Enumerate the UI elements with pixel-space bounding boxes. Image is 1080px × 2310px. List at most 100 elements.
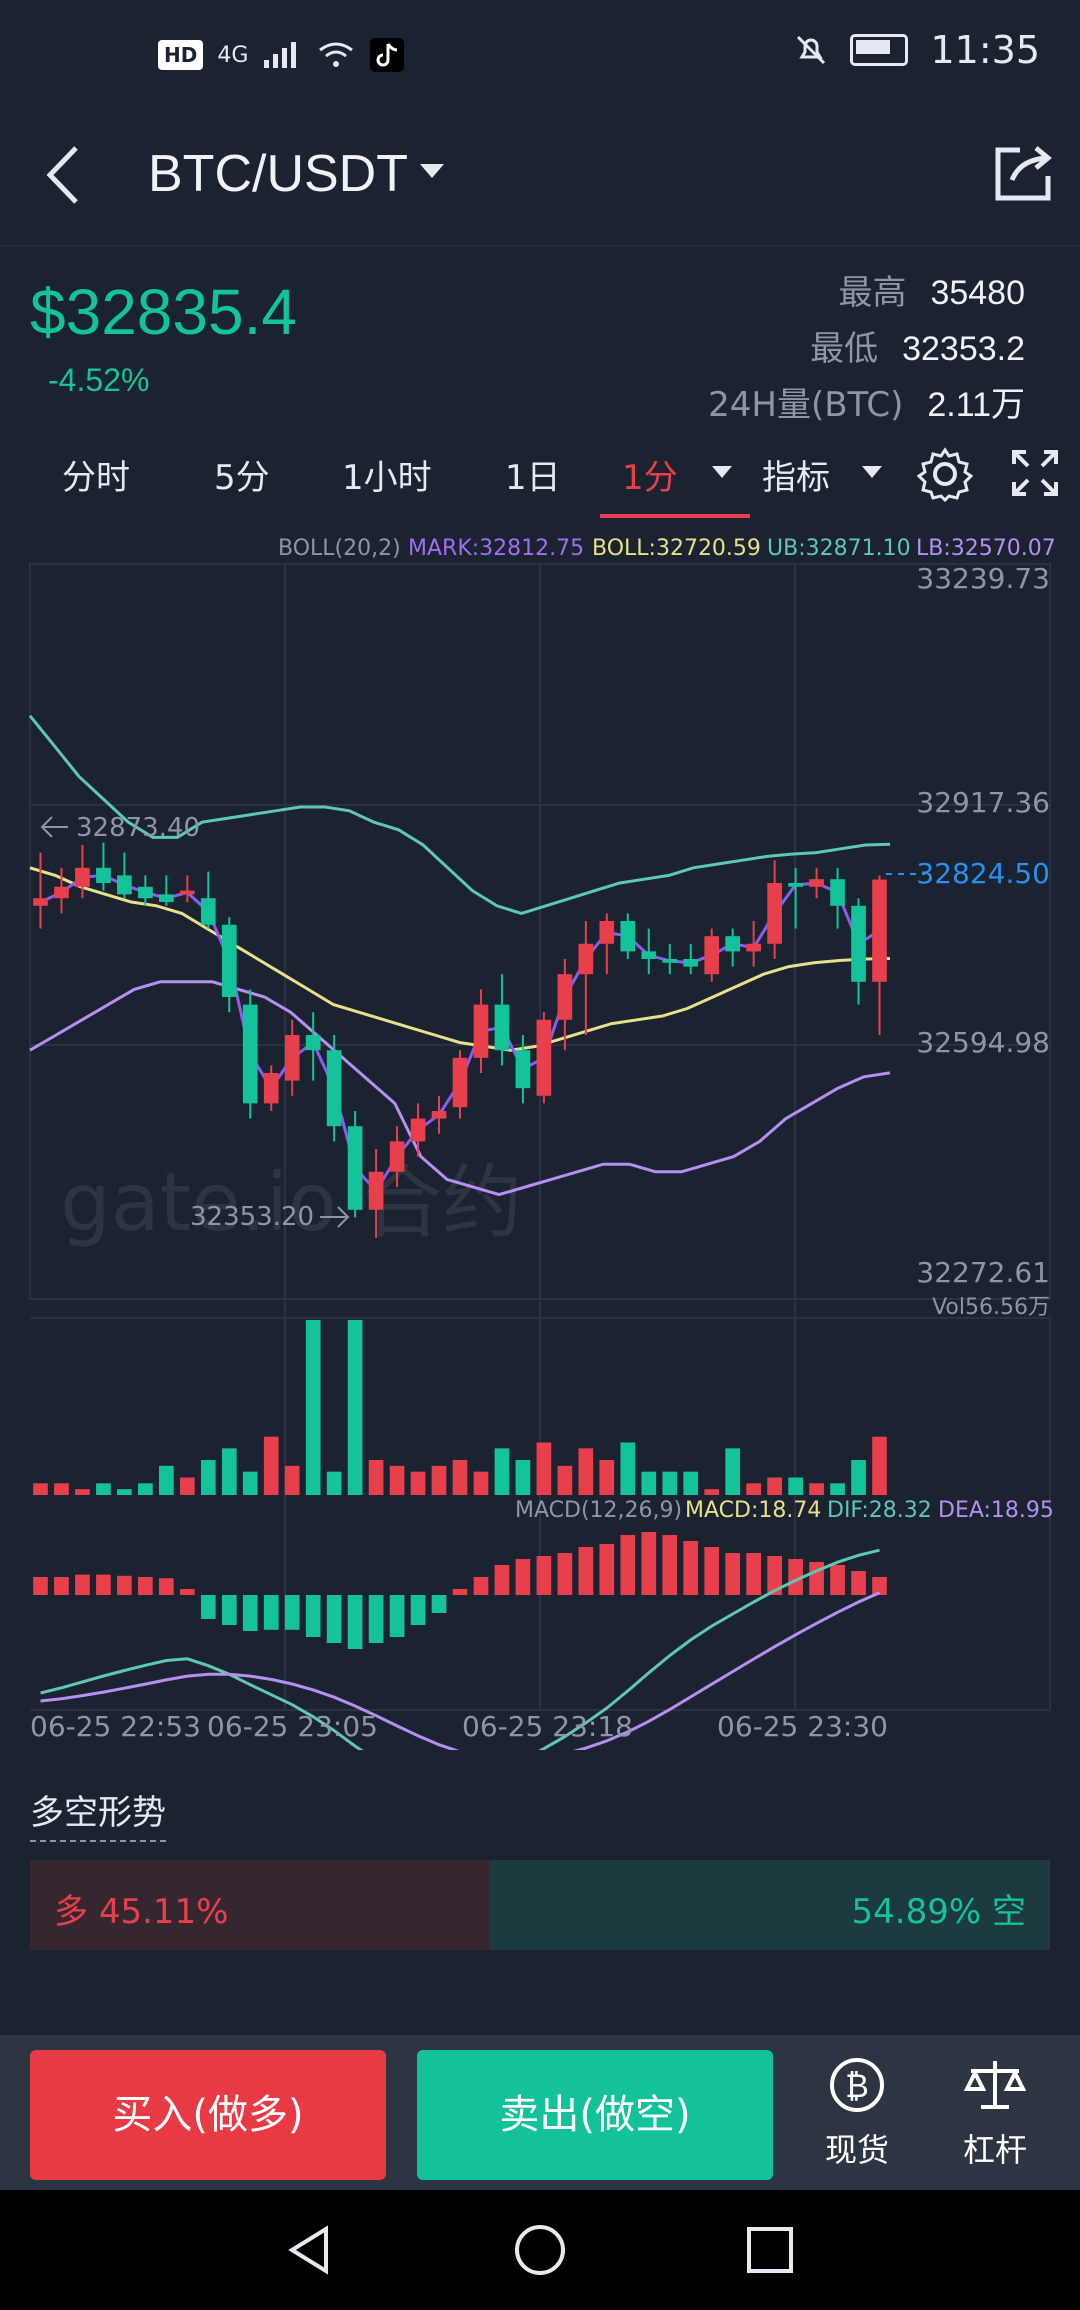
tab-1day[interactable]: 1日 — [505, 458, 561, 498]
macd-histogram-bar — [515, 1559, 531, 1595]
tab-5min[interactable]: 5分 — [214, 458, 270, 498]
macd-histogram-bar — [368, 1595, 384, 1643]
sell-short-button[interactable]: 卖出(做空) — [417, 2050, 773, 2180]
spot-button[interactable]: ₿ 现货 — [807, 2055, 907, 2171]
candle-body — [557, 974, 573, 1020]
macd-histogram-bar — [410, 1595, 426, 1625]
y-tick-label: 32272.61 — [916, 1256, 1050, 1289]
x-tick-label: 06-25 23:18 — [462, 1710, 633, 1743]
caret-down-icon[interactable] — [712, 466, 732, 480]
battery-icon — [850, 34, 909, 66]
status-bar: HD 4G 11:35 — [0, 0, 1080, 120]
spot-label: 现货 — [824, 2131, 889, 2169]
kline-chart[interactable]: BOLL(20,2) MARK:32812.75 BOLL:32720.59 U… — [0, 520, 1080, 1750]
volume-bar — [117, 1489, 132, 1495]
buy-long-button[interactable]: 买入(做多) — [30, 2050, 386, 2180]
volume-bar — [704, 1489, 720, 1495]
balance-scale-icon — [963, 2061, 1027, 2109]
low-label: 最低 — [810, 329, 879, 369]
macd-histogram-bar — [452, 1589, 468, 1595]
share-icon[interactable] — [990, 140, 1056, 206]
long-short-bar: 多 45.11% 54.89% 空 — [30, 1860, 1050, 1950]
candle-body — [809, 879, 824, 887]
nav-recents-icon[interactable] — [745, 2225, 795, 2275]
volume-bar — [389, 1465, 405, 1495]
macd-histogram-bar — [263, 1595, 279, 1630]
short-pct: 54.89% — [851, 1892, 982, 1932]
margin-button[interactable]: 杠杆 — [945, 2055, 1045, 2171]
long-pct: 45.11% — [98, 1892, 229, 1932]
settings-gear-icon[interactable] — [917, 446, 973, 502]
macd-histogram-bar — [75, 1574, 90, 1595]
margin-label: 杠杆 — [962, 2131, 1027, 2169]
volume-bar — [431, 1465, 447, 1495]
dea-line — [40, 1591, 881, 1750]
macd-histogram-bar — [683, 1541, 699, 1595]
price-change: -4.52% — [48, 362, 150, 398]
watermark: gate.io 合约 — [60, 1156, 522, 1249]
macd-histogram-bar — [179, 1589, 195, 1595]
nav-back-icon[interactable] — [284, 2225, 334, 2275]
volume-bar — [473, 1471, 489, 1495]
tab-1hour[interactable]: 1小时 — [342, 458, 432, 498]
macd-histogram-bar — [557, 1553, 573, 1595]
candle-body — [872, 879, 887, 982]
lb-legend: LB:32570.07 — [916, 536, 1056, 561]
volume-bar — [263, 1436, 279, 1495]
macd-histogram-bar — [33, 1577, 48, 1595]
active-tab-indicator — [600, 514, 750, 518]
macd-histogram-bar — [389, 1595, 405, 1637]
wifi-icon — [319, 42, 354, 67]
macd-histogram-bar — [830, 1565, 845, 1595]
trade-action-bar: 买入(做多) 卖出(做空) ₿ 现货 杠杆 — [0, 2035, 1080, 2190]
macd-histogram-bar — [662, 1535, 678, 1595]
volume-bar — [620, 1442, 636, 1495]
pair-selector[interactable]: BTC/USDT — [148, 145, 408, 203]
macd-histogram-bar — [704, 1547, 720, 1595]
volume-bar — [494, 1448, 510, 1495]
volume-legend: Vol56.56万 — [932, 1295, 1050, 1320]
nav-home-icon[interactable] — [513, 2223, 567, 2277]
volume-bar — [179, 1477, 195, 1495]
candle-body — [242, 1004, 258, 1104]
dif-line — [40, 1548, 880, 1750]
candle-body — [473, 1004, 489, 1058]
low-value: 32353.2 — [902, 330, 1025, 368]
macd-histogram-bar — [431, 1595, 447, 1613]
tab-timeline[interactable]: 分时 — [62, 458, 130, 498]
dea-value: DEA:18.95 — [938, 1498, 1054, 1523]
candle-body — [641, 951, 657, 959]
caret-down-icon[interactable] — [420, 164, 444, 180]
long-ratio-fill — [30, 1860, 490, 1950]
volume-bar — [872, 1436, 887, 1495]
volume-bar — [851, 1460, 866, 1495]
current-price-line: 32824.50 — [886, 857, 1050, 890]
candle-body — [599, 920, 615, 944]
candle-body — [431, 1110, 447, 1119]
candle-body — [494, 1004, 510, 1051]
candle-body — [75, 867, 90, 887]
clock: 11:35 — [930, 28, 1040, 72]
macd-histogram-bar — [242, 1595, 258, 1631]
fullscreen-icon[interactable] — [1012, 450, 1058, 496]
x-tick-label: 06-25 23:30 — [717, 1710, 888, 1743]
x-tick-label: 06-25 23:05 — [207, 1710, 378, 1743]
tab-1min[interactable]: 1分 — [622, 458, 678, 498]
long-short-title[interactable]: 多空形势 — [30, 1785, 166, 1842]
macd-histogram-bar — [284, 1595, 300, 1630]
volume-bar — [683, 1471, 699, 1495]
candle-body — [389, 1141, 405, 1172]
volume-bar — [557, 1465, 573, 1495]
caret-down-icon[interactable] — [862, 466, 882, 480]
candle-body — [662, 958, 678, 963]
volume-bar — [830, 1483, 845, 1495]
candle-body — [620, 920, 636, 952]
candle-body — [96, 867, 111, 883]
tab-indicator[interactable]: 指标 — [762, 458, 830, 498]
volume-bar — [746, 1483, 761, 1495]
svg-text:₿: ₿ — [845, 2067, 869, 2105]
back-button[interactable] — [40, 140, 100, 220]
candle-body — [515, 1050, 531, 1089]
candle-body — [725, 936, 741, 952]
tiktok-icon — [370, 38, 405, 72]
